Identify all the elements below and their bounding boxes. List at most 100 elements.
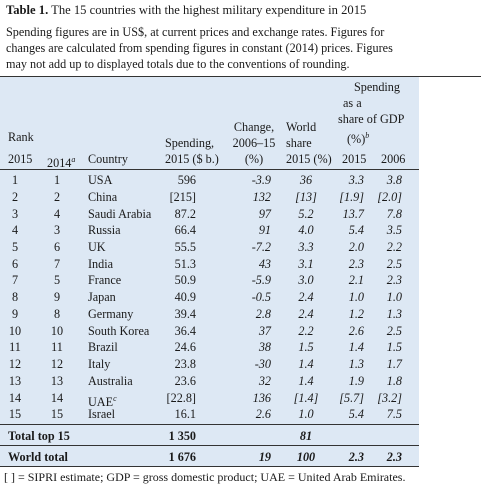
gdp-2015-cell: 13.7 — [342, 206, 364, 221]
world-share-cell: 2.4 — [298, 290, 314, 305]
country-cell: France — [88, 273, 122, 288]
gdp-2015-cell: 1.9 — [348, 373, 364, 388]
table-label: Table 1. — [6, 3, 49, 17]
total-top15-share: 81 — [299, 429, 313, 443]
rank-2015-cell: 9 — [11, 306, 19, 321]
gdp-2015-header: 2015 — [342, 152, 367, 166]
change-cell: 2.8 — [255, 306, 271, 321]
gdp-header-unit: (%) — [347, 132, 366, 147]
rank-2014-cell: 7 — [53, 256, 61, 271]
world-total-label: World total — [8, 450, 68, 464]
country-cell: Israel — [88, 407, 116, 422]
country-cell: Brazil — [88, 340, 118, 355]
spending-cell: 16.1 — [174, 407, 196, 422]
world-share-cell: 2.4 — [298, 306, 314, 321]
rank-2015-header: 2015 — [8, 152, 33, 166]
country-cell: UAEc — [88, 391, 198, 410]
rank-2015-cell: 2 — [11, 189, 19, 204]
rank-2014-cell: 6 — [53, 239, 61, 254]
share-header-line-1: World — [286, 120, 317, 134]
rank-2014-header: 2014a — [47, 152, 75, 171]
table-panel — [0, 77, 419, 466]
gdp-header-sup: b — [365, 131, 370, 140]
world-share-cell: 3.0 — [298, 273, 314, 288]
gdp-2015-cell: 1.0 — [348, 290, 364, 305]
world-total-change: 19 — [258, 450, 271, 464]
rank-2015-cell: 1 — [11, 173, 19, 187]
rank-2014-cell: 5 — [53, 273, 61, 288]
gdp-2015-cell: 2.6 — [348, 323, 364, 338]
country-cell: South Korea — [88, 323, 150, 338]
spending-cell: 66.4 — [174, 223, 196, 238]
table-footnote: [ ] = SIPRI estimate; GDP = gross domest… — [4, 470, 406, 484]
gdp-2006-cell: 1.7 — [386, 357, 402, 371]
change-cell: 136 — [252, 390, 271, 405]
country-cell: Russia — [88, 223, 121, 238]
country-cell: Australia — [88, 373, 133, 388]
spending-cell: 23.8 — [174, 357, 196, 371]
world-total-gdp-2015: 2.3 — [348, 450, 364, 464]
spending-cell: 55.5 — [174, 239, 196, 254]
spending-cell: 596 — [177, 173, 196, 187]
gdp-2006-cell: 1.5 — [386, 340, 402, 355]
rank-2014-cell: 8 — [53, 306, 61, 321]
gdp-2015-cell: 2.3 — [348, 256, 364, 271]
rank-header: Rank — [8, 130, 34, 144]
change-cell: 43 — [258, 256, 271, 271]
change-cell: -7.2 — [251, 239, 271, 254]
country-header: Country — [88, 152, 128, 166]
world-share-cell: 3.3 — [298, 239, 314, 254]
rank-2015-cell: 7 — [11, 273, 19, 288]
rank-2015-cell: 13 — [8, 373, 22, 388]
spending-cell: 39.4 — [174, 306, 196, 321]
total-top15-label: Total top 15 — [8, 429, 70, 443]
gdp-2006-cell: [2.0] — [377, 189, 402, 204]
rank-2015-cell: 11 — [9, 340, 21, 355]
world-share-cell: 1.0 — [298, 407, 314, 422]
change-cell: -30 — [254, 357, 271, 371]
gdp-2015-cell: 2.1 — [348, 273, 364, 288]
rank-2015-cell: 12 — [8, 357, 22, 371]
rank-2015-cell: 3 — [11, 206, 19, 221]
world-total-spending: 1 676 — [168, 450, 196, 464]
spending-cell: [215] — [169, 189, 196, 204]
change-cell: 132 — [252, 189, 271, 204]
country-sup: c — [113, 393, 117, 403]
change-cell: -0.5 — [251, 290, 271, 305]
spending-cell: [22.8] — [166, 390, 196, 405]
change-cell: 97 — [258, 206, 271, 221]
gdp-2015-cell: 3.3 — [348, 173, 364, 187]
table-title: Table 1. The 15 countries with the highe… — [6, 2, 476, 19]
world-share-cell: [1.4] — [293, 390, 319, 405]
country-cell: USA — [88, 173, 113, 187]
spending-header-line-1: Spending, — [165, 136, 215, 150]
country-cell: Germany — [88, 306, 134, 321]
country-cell: China — [88, 189, 118, 204]
gdp-2006-cell: 2.5 — [386, 323, 402, 338]
gdp-header-line-1: Spending — [353, 80, 400, 94]
world-share-cell: 1.4 — [298, 357, 314, 371]
world-share-cell: 36 — [299, 173, 313, 187]
spending-cell: 51.3 — [174, 256, 196, 271]
world-share-cell: 1.5 — [298, 340, 314, 355]
description-line-3: may not add up to displayed totals due t… — [6, 57, 350, 71]
table-description: Spending figures are in US$, at current … — [6, 24, 476, 72]
world-share-cell: [13] — [295, 189, 317, 204]
spending-header-line-2: 2015 ($ b.) — [165, 152, 219, 166]
table-title-text: The 15 countries with the highest milita… — [48, 3, 367, 17]
rank-2014-cell: 14 — [50, 390, 64, 405]
rank-2014-cell: 3 — [53, 223, 61, 238]
change-header-line-3: (%) — [244, 152, 264, 166]
gdp-2006-cell: [3.2] — [377, 390, 402, 405]
country-cell: Saudi Arabia — [88, 206, 152, 221]
rank-2014-cell: 4 — [53, 206, 61, 221]
gdp-2006-cell: 2.3 — [386, 273, 402, 288]
change-header-line-2: 2006–15 — [232, 136, 276, 150]
world-share-cell: 1.4 — [298, 373, 314, 388]
spending-cell: 36.4 — [174, 323, 196, 338]
gdp-2006-cell: 3.5 — [386, 223, 402, 238]
world-share-cell: 2.2 — [298, 323, 314, 338]
rank-2015-cell: 8 — [11, 290, 19, 305]
rank-2014-cell: 1 — [53, 173, 61, 187]
gdp-header-line-3: share of GDP — [338, 112, 405, 126]
